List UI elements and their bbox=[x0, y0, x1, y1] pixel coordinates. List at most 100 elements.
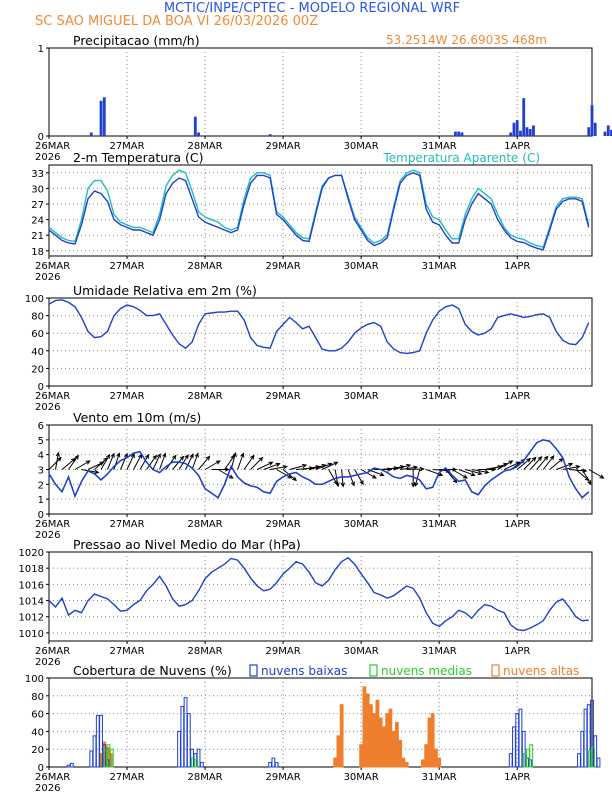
temp-date-label: 28MAR bbox=[187, 261, 222, 272]
wind-arrow bbox=[393, 464, 411, 470]
rh-date-label: 28MAR bbox=[187, 391, 222, 402]
wind-arrow-head bbox=[531, 456, 537, 462]
precip-date-label: 29MAR bbox=[266, 141, 301, 152]
wind-arrow-head bbox=[179, 455, 185, 461]
wind-arrow-head bbox=[333, 461, 339, 466]
wind-arrow bbox=[61, 458, 76, 470]
cloud-bar-high bbox=[382, 726, 386, 768]
cloud-bar-high bbox=[339, 704, 344, 768]
temp-ytick-label: 24 bbox=[31, 216, 44, 227]
clouds-ytick-label: 20 bbox=[31, 745, 44, 756]
wind-arrow-head bbox=[543, 455, 549, 461]
wind-ytick-label: 1 bbox=[38, 495, 44, 506]
wind-arrow-head bbox=[232, 451, 237, 458]
wind-arrow bbox=[503, 461, 520, 470]
wind-arrow bbox=[204, 460, 221, 470]
cloud-bar-mid bbox=[194, 759, 199, 768]
wind-arrow-head bbox=[484, 469, 490, 474]
wind-arrow-head bbox=[240, 452, 245, 458]
cloud-bar-high bbox=[333, 757, 338, 768]
rh-ytick-label: 80 bbox=[31, 312, 44, 323]
wind-arrow-head bbox=[508, 460, 514, 465]
wind-arrow-head bbox=[152, 454, 157, 460]
wind-title: Vento em 10m (m/s) bbox=[73, 410, 201, 425]
wind-arrow bbox=[217, 469, 234, 479]
wind-arrow bbox=[178, 454, 189, 470]
wind-arrow bbox=[497, 460, 513, 470]
cloud-bar-mid bbox=[591, 746, 595, 768]
wind-arrow-head bbox=[549, 455, 555, 461]
temp-frame bbox=[48, 164, 593, 257]
wind-arrow bbox=[414, 469, 421, 487]
mslp-ytick-label: 1020 bbox=[19, 548, 44, 559]
precip-date-label: 1APR bbox=[504, 141, 530, 152]
clouds-legend-label-0: nuvens baixas bbox=[261, 664, 347, 678]
wind-arrow bbox=[575, 469, 590, 481]
cloud-bar-low bbox=[89, 750, 94, 768]
precip-bar bbox=[587, 127, 591, 136]
cloud-bar-high bbox=[434, 748, 438, 768]
cloud-bar-low bbox=[508, 753, 513, 768]
wind-arrow-head bbox=[340, 482, 345, 488]
precip-bar bbox=[532, 125, 535, 136]
clouds-date-label: 30MAR bbox=[344, 772, 379, 783]
mslp-date-label: 26MAR bbox=[35, 646, 70, 657]
cloud-bar-low bbox=[196, 748, 201, 768]
clouds-date-label: 31MAR bbox=[422, 772, 457, 783]
clouds-date-label: 27MAR bbox=[109, 772, 144, 783]
wind-arrow-head bbox=[410, 482, 416, 488]
wind-arrow-head bbox=[292, 476, 297, 482]
wind-arrow bbox=[159, 453, 166, 470]
rh-ytick-label: 0 bbox=[38, 382, 44, 393]
wind-arrow-head bbox=[156, 453, 161, 459]
temp-date-label: 27MAR bbox=[109, 261, 144, 272]
wind-arrow bbox=[354, 469, 364, 485]
wind-arrow bbox=[588, 469, 604, 479]
rh-ytick-label: 20 bbox=[31, 364, 44, 375]
wind-arrow bbox=[549, 458, 564, 470]
cloud-bar-low bbox=[518, 708, 523, 768]
cloud-bar-low bbox=[69, 762, 74, 768]
cloud-bar-low bbox=[183, 697, 188, 768]
wind-arrow bbox=[347, 469, 355, 486]
wind-arrow-head bbox=[414, 481, 419, 487]
cloud-bar-low bbox=[95, 714, 100, 768]
wind-arrow bbox=[400, 466, 418, 470]
rh-date-label: 27MAR bbox=[109, 391, 144, 402]
wind-arrow bbox=[237, 453, 244, 470]
wind-date-label: 27MAR bbox=[109, 519, 144, 530]
wind-arrow-head bbox=[258, 456, 264, 462]
wind-arrow-head bbox=[526, 457, 532, 463]
cloud-bar-high bbox=[378, 717, 383, 768]
wind-date-label: 30MAR bbox=[344, 519, 379, 530]
wind-date-label: 26MAR bbox=[35, 519, 70, 530]
wind-date-label: 29MAR bbox=[266, 519, 301, 530]
wind-arrow-head bbox=[470, 472, 476, 477]
wind-arrow bbox=[113, 453, 120, 470]
wind-year-label: 2026 bbox=[35, 530, 60, 541]
wind-arrow bbox=[68, 455, 79, 470]
cloud-bar-high bbox=[391, 730, 396, 768]
wind-arrow-head bbox=[130, 453, 135, 459]
cloud-bar-high bbox=[395, 722, 399, 768]
wind-arrow bbox=[426, 469, 443, 476]
wind-ytick-label: 4 bbox=[38, 451, 44, 462]
mslp-title: Pressao ao Nivel Medio do Mar (hPa) bbox=[73, 537, 301, 552]
wind-arrow-head bbox=[194, 452, 199, 458]
wind-arrow bbox=[270, 466, 287, 470]
wind-arrow-head bbox=[587, 480, 592, 486]
temp-legend-apparent: Temperatura Aparente (C) bbox=[382, 151, 540, 165]
wind-arrow bbox=[48, 457, 62, 470]
header-title: MCTIC/INPE/CPTEC - MODELO REGIONAL WRF bbox=[164, 1, 460, 16]
precip-bar bbox=[193, 116, 197, 136]
clouds-ytick-label: 80 bbox=[31, 692, 44, 703]
precip-bar bbox=[522, 98, 526, 136]
cloud-bar-high bbox=[365, 693, 370, 768]
cloud-bar-low bbox=[180, 705, 185, 768]
temp-series-blue bbox=[48, 172, 590, 251]
temp-date-label: 26MAR bbox=[35, 261, 70, 272]
wind-arrow-head bbox=[184, 454, 189, 460]
clouds-ytick-label: 40 bbox=[31, 727, 44, 738]
precip-bar bbox=[457, 131, 461, 136]
precip-title: Precipitacao (mm/h) bbox=[73, 33, 200, 48]
